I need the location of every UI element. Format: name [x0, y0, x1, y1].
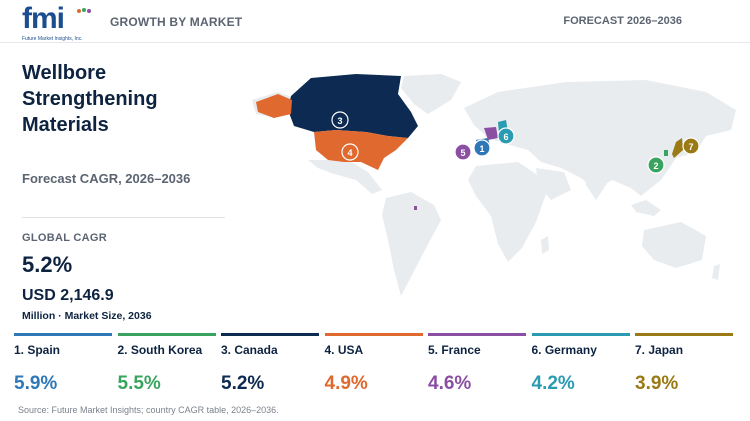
country-column-canada: 3. Canada 5.2% — [221, 333, 319, 395]
country-column-germany: 6. Germany 4.2% — [531, 333, 630, 395]
marker-label: 4 — [347, 148, 352, 158]
country-name: 3. Canada — [221, 343, 278, 357]
country-color-bar — [14, 333, 112, 336]
world-landmass — [252, 74, 736, 296]
country-column-spain: 1. Spain 5.9% — [14, 333, 112, 395]
chart-title: Wellbore Strengthening Materials — [22, 62, 158, 136]
country-cagr-value: 4.2% — [531, 373, 575, 394]
map-marker-usa: 4 — [341, 143, 359, 161]
marker-label: 2 — [653, 161, 658, 171]
map-marker-spain: 1 — [473, 139, 491, 157]
country-column-france: 5. France 4.6% — [428, 333, 526, 395]
map-marker-france: 5 — [454, 143, 472, 161]
country-column-south-korea: 2. South Korea 5.5% — [117, 333, 216, 395]
country-shape-usa — [314, 130, 408, 170]
country-name: 7. Japan — [635, 343, 684, 357]
country-color-bar — [221, 333, 319, 336]
marker-label: 1 — [479, 144, 484, 154]
marker-label: 5 — [460, 148, 465, 158]
marker-label: 6 — [503, 132, 508, 142]
country-shape-alaska — [256, 94, 292, 118]
country-shape-france — [484, 127, 498, 140]
country-shape-south-korea — [664, 150, 668, 156]
source-note: Source: Future Market Insights; country … — [18, 405, 279, 415]
country-name: 4. USA — [324, 343, 364, 357]
logo-tagline: Future Market Insights, Inc. — [22, 36, 83, 42]
country-cagr-value: 4.6% — [428, 373, 472, 394]
logo-wordmark: fmi — [22, 2, 65, 35]
country-name: 1. Spain — [14, 343, 61, 357]
global-cagr-value: 5.2% — [22, 252, 73, 277]
country-name: 6. Germany — [531, 343, 597, 357]
map-marker-japan: 7 — [682, 137, 700, 155]
country-column-japan: 7. Japan 3.9% — [635, 333, 733, 395]
divider — [22, 217, 225, 218]
country-cagr-value: 4.9% — [324, 373, 368, 394]
map-marker-canada: 3 — [331, 111, 349, 129]
header-bar: fmi Future Market Insights, Inc. GROWTH … — [0, 0, 750, 43]
map-marker-south-korea: 2 — [647, 156, 665, 174]
marker-label: 7 — [688, 142, 693, 152]
country-cagr-value: 5.2% — [221, 373, 265, 394]
logo-people-icon — [77, 8, 91, 13]
header-section-label: GROWTH BY MARKET — [110, 15, 243, 29]
country-cagr-value: 3.9% — [635, 373, 679, 394]
country-shape-french-guiana — [414, 206, 417, 210]
country-color-bar — [635, 333, 733, 336]
marker-label: 3 — [337, 116, 342, 126]
country-name: 5. France — [428, 343, 481, 357]
country-color-bar — [531, 333, 630, 336]
country-shape-canada — [288, 74, 418, 138]
market-size-note: Million · Market Size, 2036 — [22, 310, 152, 322]
fmi-logo: fmi Future Market Insights, Inc. — [22, 2, 94, 42]
country-cagr-value: 5.9% — [14, 373, 58, 394]
map-marker-germany: 6 — [497, 127, 515, 145]
world-map: 3 4 1 5 6 2 7 — [252, 74, 736, 296]
header-forecast-label: FORECAST 2026–2036 — [563, 15, 682, 27]
market-size-value: USD 2,146.9 — [22, 287, 114, 304]
country-shape-japan — [672, 138, 683, 158]
country-color-bar — [428, 333, 526, 336]
country-column-usa: 4. USA 4.9% — [324, 333, 423, 395]
chart-subtitle: Forecast CAGR, 2026–2036 — [22, 171, 191, 186]
country-name: 2. South Korea — [117, 343, 203, 357]
country-color-bar — [117, 333, 216, 336]
country-color-bar — [324, 333, 423, 336]
global-cagr-label: GLOBAL CAGR — [22, 232, 107, 244]
country-cagr-value: 5.5% — [117, 373, 161, 394]
